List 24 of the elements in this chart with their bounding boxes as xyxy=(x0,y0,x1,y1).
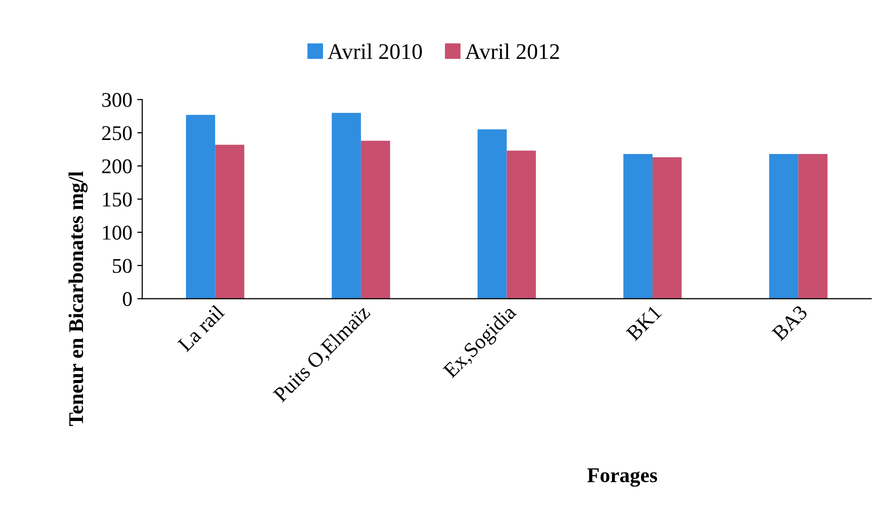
legend-label: Avril 2012 xyxy=(465,43,559,60)
bar xyxy=(186,114,216,299)
y-tick-label: 250 xyxy=(102,126,132,140)
bar xyxy=(652,157,682,299)
x-tick-label: BA3 xyxy=(771,304,808,342)
bar xyxy=(215,144,244,299)
y-tick-label: 150 xyxy=(103,192,132,207)
bar xyxy=(769,154,798,299)
bar xyxy=(478,129,507,299)
y-tick-label: 0 xyxy=(122,292,132,306)
bar xyxy=(798,154,828,299)
x-axis-title: Forages xyxy=(587,468,658,487)
legend-label: Avril 2010 xyxy=(328,43,422,60)
bar xyxy=(623,154,653,299)
y-tick-label: 50 xyxy=(112,258,132,273)
x-tick-label: La rail xyxy=(176,304,226,352)
bar xyxy=(360,140,390,299)
y-tick-label: 300 xyxy=(102,92,132,107)
y-axis-title: Teneur en Bicarbonates mg/l xyxy=(68,171,88,426)
bar xyxy=(332,112,361,299)
x-tick-label: BK1 xyxy=(626,304,662,342)
y-tick-label: 100 xyxy=(103,226,132,240)
y-tick-label: 200 xyxy=(102,159,132,174)
bar xyxy=(506,150,536,299)
